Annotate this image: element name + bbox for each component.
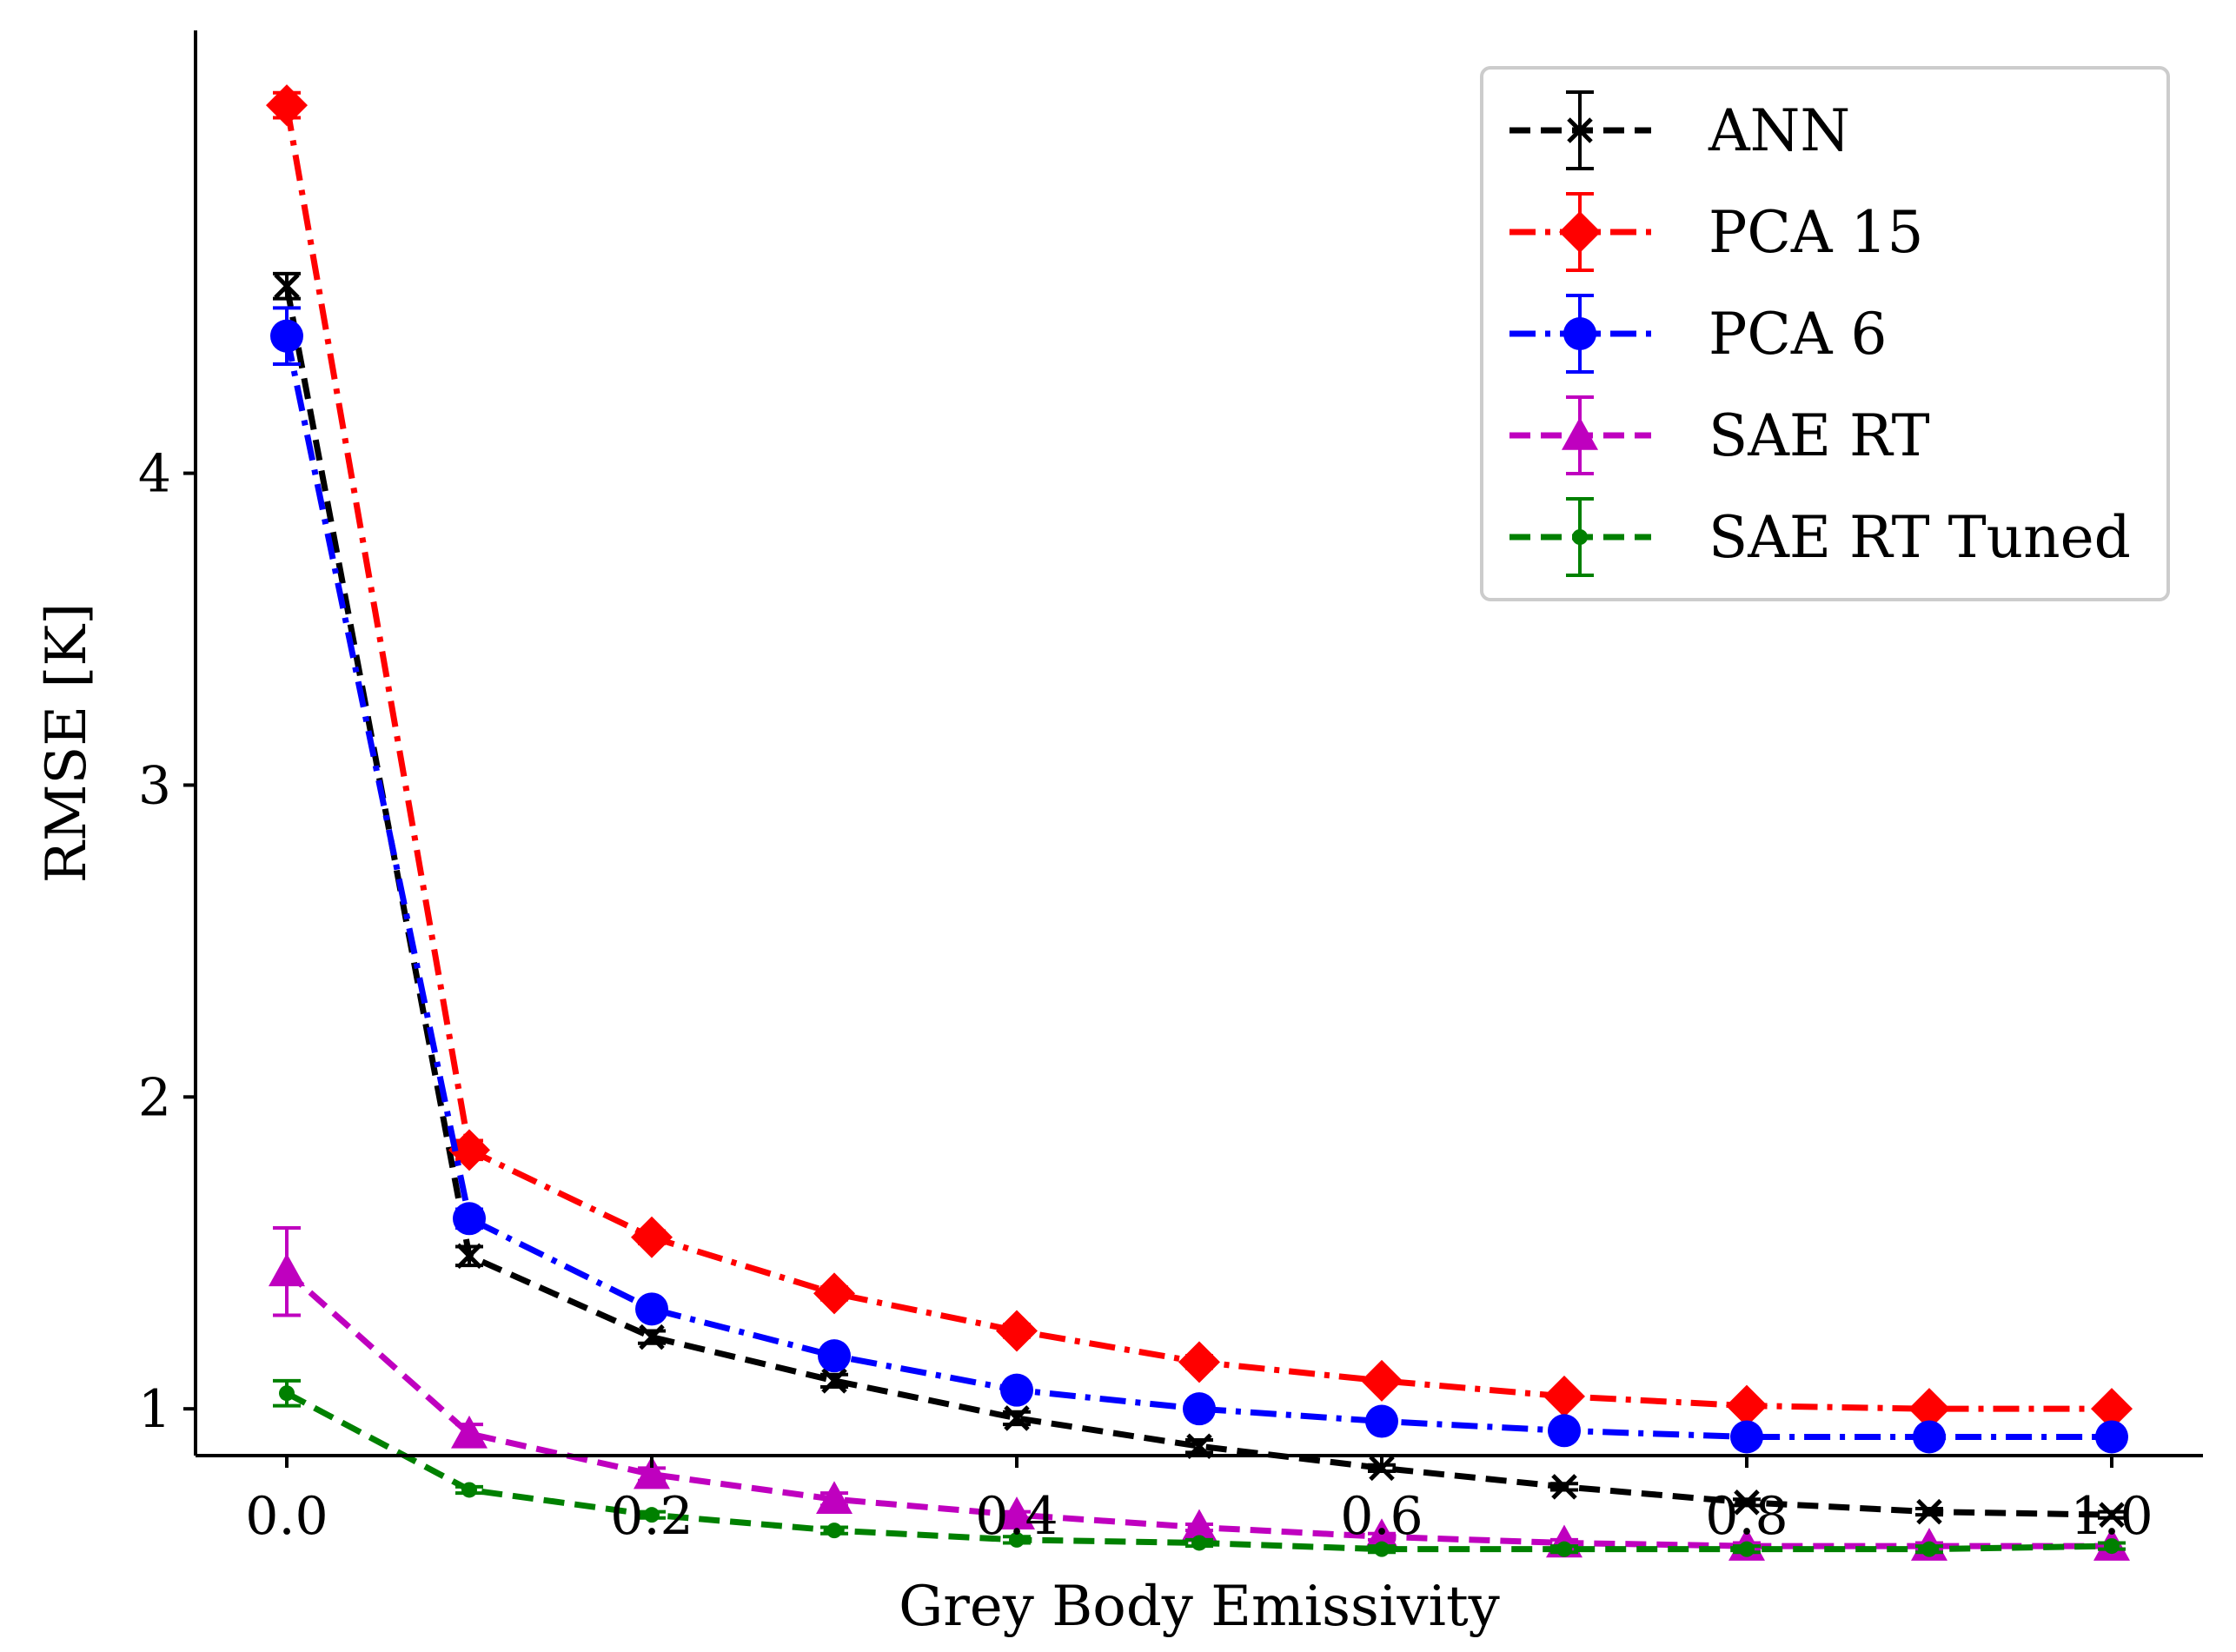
legend-marker [1563, 317, 1596, 350]
data-point [2091, 1388, 2133, 1430]
x-tick-label: 1.0 [2070, 1486, 2153, 1547]
data-point [461, 1482, 477, 1498]
data-point [821, 1368, 847, 1394]
data-point [1361, 1359, 1403, 1402]
y-tick-label: 1 [138, 1379, 171, 1440]
legend-marker [1559, 211, 1601, 253]
x-tick-label: 0.2 [610, 1486, 693, 1547]
data-point [639, 1324, 665, 1350]
data-point [1556, 1541, 1572, 1557]
legend-label: PCA 15 [1709, 199, 1924, 266]
data-point [1009, 1531, 1025, 1548]
legend-item: ANN [1509, 90, 1850, 170]
series-sae-rt-tuned [273, 1378, 2126, 1557]
legend-item: PCA 15 [1509, 192, 1924, 272]
data-point [1734, 1489, 1760, 1516]
series-line [283, 285, 2113, 1518]
legend: ANN PCA 15 PCA 6 SAE RT SAE RT Tuned [1480, 66, 2170, 601]
data-point [279, 1385, 295, 1402]
data-point [1548, 1414, 1581, 1448]
data-point [1543, 1375, 1585, 1417]
data-point [826, 1523, 842, 1539]
data-point [1921, 1541, 1937, 1557]
x-tick-label: 0.6 [1340, 1486, 1423, 1547]
data-point [456, 1243, 482, 1270]
legend-label: SAE RT Tuned [1709, 504, 2131, 571]
data-point [1365, 1404, 1398, 1438]
data-point [631, 1216, 673, 1258]
legend-item: SAE RT Tuned [1509, 497, 2131, 577]
data-point [813, 1272, 855, 1315]
data-point [274, 273, 300, 300]
x-tick-label: 0.0 [245, 1486, 328, 1547]
y-axis-title: RMSE [K] [35, 603, 99, 883]
data-point [2095, 1420, 2128, 1454]
legend-box [1480, 66, 2170, 601]
data-point [270, 319, 303, 353]
data-point [1004, 1405, 1030, 1431]
data-point [634, 1456, 670, 1489]
data-point [1908, 1388, 1950, 1430]
data-point [1363, 1518, 1400, 1552]
plot-area [266, 84, 2133, 1561]
series-ann [273, 271, 2126, 1528]
data-point [1191, 1535, 1207, 1551]
data-point [1178, 1341, 1220, 1383]
y-tick-label: 2 [138, 1067, 171, 1128]
data-point [644, 1507, 660, 1523]
x-tick-label: 0.4 [975, 1486, 1058, 1547]
data-point [1730, 1420, 1763, 1454]
series-pca-6 [270, 306, 2128, 1454]
x-ticks: 0.0 0.2 0.4 0.6 0.8 1.0 [245, 1456, 2153, 1547]
data-point [1183, 1392, 1216, 1426]
data-point [1374, 1541, 1390, 1557]
legend-item: PCA 6 [1509, 294, 1888, 374]
legend-marker [1562, 417, 1598, 450]
data-point [1551, 1474, 1577, 1500]
legend-marker [1567, 117, 1593, 143]
data-point [2104, 1538, 2120, 1555]
x-axis-title: Grey Body Emissivity [899, 1575, 1500, 1639]
data-point [453, 1202, 486, 1236]
data-point [818, 1339, 851, 1373]
data-point [266, 84, 308, 127]
data-point [1000, 1373, 1033, 1407]
data-point [1181, 1509, 1218, 1543]
data-point [1369, 1455, 1395, 1482]
data-point [996, 1310, 1038, 1352]
data-point [1726, 1384, 1768, 1427]
legend-marker [1572, 529, 1588, 545]
series-line [283, 335, 2112, 1440]
y-tick-label: 3 [138, 755, 171, 816]
data-point [269, 1253, 305, 1287]
legend-item: SAE RT [1509, 395, 1930, 475]
data-point [2099, 1502, 2125, 1528]
data-point [1739, 1541, 1755, 1557]
y-tick-label: 4 [138, 444, 171, 505]
legend-label: PCA 6 [1709, 301, 1888, 368]
data-point [1916, 1498, 1942, 1525]
data-point [635, 1292, 668, 1326]
data-point [451, 1415, 488, 1449]
data-point [816, 1481, 853, 1515]
legend-label: SAE RT [1709, 402, 1930, 469]
series-pca-15 [266, 84, 2133, 1430]
y-ticks: 1 2 3 4 [138, 444, 196, 1440]
legend-label: ANN [1708, 97, 1850, 164]
data-point [999, 1496, 1035, 1529]
data-point [1186, 1433, 1212, 1460]
x-tick-label: 0.8 [1705, 1486, 1788, 1547]
data-point [1913, 1420, 1946, 1454]
